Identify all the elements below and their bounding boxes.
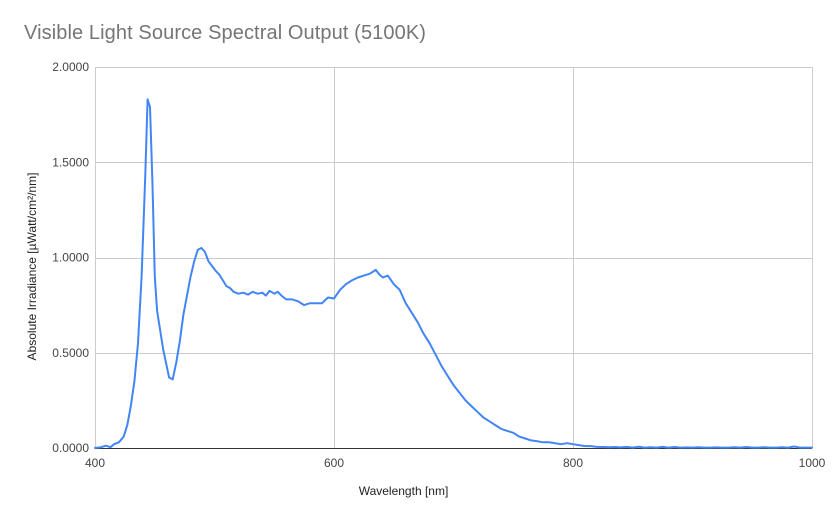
- y-tick-label: 0.5000: [52, 346, 89, 360]
- x-axis-title: Wavelength [nm]: [359, 484, 449, 498]
- y-tick-label: 2.0000: [52, 60, 89, 74]
- y-tick-label: 1.0000: [52, 251, 89, 265]
- x-tick-label: 600: [324, 456, 344, 470]
- grid: [95, 67, 813, 449]
- y-tick-label: 0.0000: [52, 441, 89, 455]
- x-tick-label: 800: [563, 456, 583, 470]
- y-axis-title: Absolute Irradiance [µWatt/cm²/nm]: [25, 173, 39, 361]
- series-line-spectrum: [94, 98, 813, 449]
- x-tick-label: 400: [85, 456, 105, 470]
- y-tick-labels: 0.0000 0.5000 1.0000 1.5000 2.0000: [52, 60, 89, 455]
- chart-title: Visible Light Source Spectral Output (51…: [24, 22, 427, 44]
- x-tick-labels: 400 600 800 1000: [85, 456, 826, 470]
- y-tick-label: 1.5000: [52, 155, 89, 169]
- x-tick-label: 1000: [799, 456, 826, 470]
